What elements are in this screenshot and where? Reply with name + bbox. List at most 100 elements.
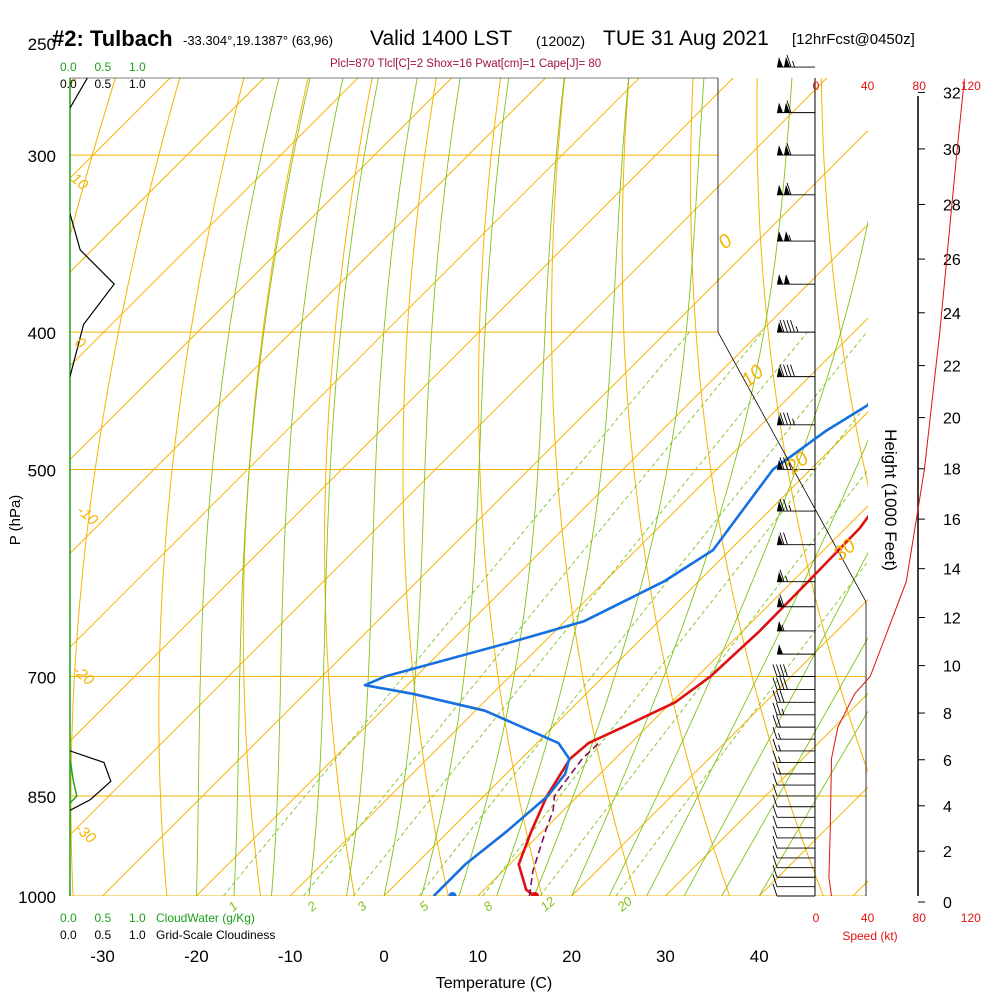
dry-adiabat-line [402, 78, 449, 896]
wind-barb [777, 498, 815, 512]
mixing-ratio-label: 20 [614, 893, 636, 915]
wind-barb-flag [779, 412, 785, 425]
moist-adiabat-line [270, 78, 344, 896]
wind-barb-half [788, 504, 792, 512]
wind-barb-pennant [777, 274, 783, 285]
moist-adiabat-line [458, 78, 565, 896]
valid-utc: (1200Z) [536, 33, 586, 49]
temperature-line [517, 514, 868, 896]
height-tick-label: 20 [943, 411, 961, 428]
temperature-tick-label: 40 [750, 947, 769, 966]
cloudiness-tick-bottom: 1.0 [129, 928, 146, 942]
temperature-tick-label: -20 [184, 947, 209, 966]
surface-dewpoint-dot [448, 892, 457, 896]
isotherm-line [70, 78, 265, 273]
wind-barb-flag [779, 677, 785, 690]
height-tick-label: 12 [943, 611, 961, 628]
dry-adiabat-label: 0 [71, 334, 89, 353]
wind-barb-flag [783, 677, 788, 690]
wind-barb-flag [776, 664, 781, 677]
wind-barb-flag [772, 677, 778, 690]
wind-barb [772, 738, 815, 752]
height-tick-label: 4 [943, 799, 952, 816]
speed-profile-line [828, 78, 965, 897]
wind-barb-pennant [777, 145, 783, 156]
wind-barb-flag [786, 319, 792, 333]
moist-adiabat-line [608, 219, 868, 896]
mixing-ratio-line [482, 402, 868, 896]
mixing-ratio-line [303, 331, 763, 896]
wind-barb [777, 532, 815, 546]
station-title: #2: Tulbach [52, 26, 173, 51]
wind-barb-flag [779, 498, 785, 512]
moist-adiabat-line [233, 78, 311, 896]
dry-adiabat-line [324, 78, 373, 896]
wind-barb-half [785, 575, 788, 582]
wind-barb-flag [772, 855, 778, 868]
wind-barb-half [778, 756, 781, 763]
temperature-tick-label: 20 [562, 947, 581, 966]
pressure-tick-label: 700 [28, 669, 56, 688]
height-tick-label: 32 [943, 85, 961, 102]
sounding-profiles [363, 403, 868, 896]
wind-barbs [772, 54, 815, 897]
height-tick-label: 24 [943, 306, 961, 323]
wind-barb-pennant [784, 57, 790, 68]
speed-tick-label-top: 40 [861, 79, 875, 93]
cloudiness-lower [70, 750, 112, 811]
wind-barb-flag [772, 783, 778, 797]
wind-barb-pennant [784, 274, 790, 285]
cloud-water-label: CloudWater (g/Kg) [156, 911, 255, 925]
wind-barb [777, 457, 815, 470]
cloudiness-label: Grid-Scale Cloudiness [156, 928, 275, 942]
pressure-tick-label: 850 [28, 788, 56, 807]
height-axis-label: Height (1000 Feet) [881, 429, 900, 571]
wind-barb [777, 182, 815, 196]
wind-barb-flag [783, 412, 788, 425]
wind-barb-flag [783, 532, 788, 545]
wind-barb-flag [772, 805, 778, 818]
temperature-tick-label: -10 [278, 947, 303, 966]
wind-barb-flag [786, 364, 792, 377]
height-tick-label: 8 [943, 706, 952, 723]
cloudiness-tick-bottom: 0.5 [95, 928, 112, 942]
wind-barb [772, 883, 815, 897]
wind-barb [772, 815, 815, 829]
moist-adiabat-label: 20 [781, 448, 813, 480]
wind-barb [772, 865, 815, 878]
wind-barb-pennant [777, 620, 783, 631]
wind-barb-flag [776, 714, 781, 728]
wind-barb [772, 783, 815, 797]
pressure-tick-label: 1000 [18, 888, 56, 907]
wind-barb-flag [772, 738, 778, 752]
wind-barb [772, 825, 815, 839]
wind-barb-pennant [777, 231, 783, 242]
wind-barb-flag [779, 690, 785, 703]
valid-date: TUE 31 Aug 2021 [603, 27, 769, 50]
moist-adiabat-line [571, 78, 793, 896]
height-tick-label: 6 [943, 753, 952, 770]
height-tick-label: 14 [943, 562, 961, 579]
skew-t-grid [70, 78, 868, 896]
height-tick-label: 22 [943, 359, 961, 376]
wind-barb [777, 620, 815, 632]
temperature-tick-label: 30 [656, 947, 675, 966]
x-axis-label: Temperature (C) [436, 975, 552, 992]
wind-barb [777, 274, 815, 285]
wind-barb-flag [772, 761, 778, 775]
dry-adiabat-line [820, 78, 868, 487]
wind-barb-pennant [784, 231, 790, 242]
pressure-tick-label: 250 [28, 35, 56, 54]
wind-barb-half [778, 744, 781, 752]
moist-adiabat-line [496, 78, 630, 896]
plot-frame [69, 77, 867, 896]
wind-barb [772, 835, 815, 849]
wind-barb-pennant [777, 459, 783, 470]
wind-barb-flag [783, 498, 788, 512]
wind-barb-half [781, 624, 785, 632]
cloud-water-tick-bottom: 1.0 [129, 911, 146, 925]
temperature-tick-label: 10 [468, 947, 487, 966]
wind-barb-flag [779, 594, 785, 607]
wind-barb-half [778, 767, 781, 775]
wind-barb-flag [772, 845, 778, 859]
